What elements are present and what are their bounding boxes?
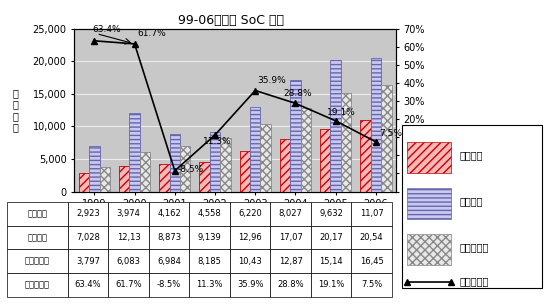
Bar: [381, 85, 392, 192]
Bar: [290, 81, 301, 192]
Text: 資訊應用: 資訊應用: [460, 151, 483, 161]
Bar: [250, 107, 261, 192]
Bar: [100, 167, 110, 192]
Text: 11.3%: 11.3%: [203, 137, 232, 146]
Bar: [220, 138, 230, 192]
Bar: [301, 108, 311, 192]
Bar: [408, 234, 451, 264]
Bar: [89, 146, 100, 192]
Text: 19.1%: 19.1%: [327, 108, 356, 117]
Text: 28.8%: 28.8%: [283, 89, 312, 98]
Bar: [331, 60, 341, 192]
Text: 63.4%: 63.4%: [92, 25, 121, 33]
Bar: [341, 93, 351, 192]
Bar: [129, 112, 140, 192]
Bar: [180, 146, 190, 192]
Bar: [140, 152, 150, 192]
FancyBboxPatch shape: [402, 125, 542, 288]
Bar: [159, 164, 169, 192]
Text: 35.9%: 35.9%: [257, 76, 286, 85]
Bar: [280, 139, 290, 192]
Bar: [240, 151, 250, 192]
Y-axis label: 百
萃
美
元: 百 萃 美 元: [13, 88, 19, 133]
Text: 99-06年全球 SoC 市場: 99-06年全球 SoC 市場: [178, 14, 284, 27]
Bar: [79, 172, 89, 192]
Text: 通訊應用: 通訊應用: [460, 197, 483, 207]
Bar: [408, 188, 451, 219]
Text: -8.5%: -8.5%: [178, 165, 204, 174]
Bar: [210, 132, 220, 192]
Text: 61.7%: 61.7%: [138, 29, 167, 39]
Bar: [408, 142, 451, 173]
Bar: [199, 162, 210, 192]
Text: 7.5%: 7.5%: [379, 129, 402, 138]
Bar: [261, 124, 271, 192]
Bar: [360, 119, 371, 192]
Text: 整體成長率: 整體成長率: [460, 277, 490, 287]
Bar: [119, 166, 129, 192]
Bar: [320, 129, 331, 192]
Bar: [169, 134, 180, 192]
Text: 消費性電子: 消費性電子: [460, 243, 490, 253]
Bar: [371, 58, 381, 192]
